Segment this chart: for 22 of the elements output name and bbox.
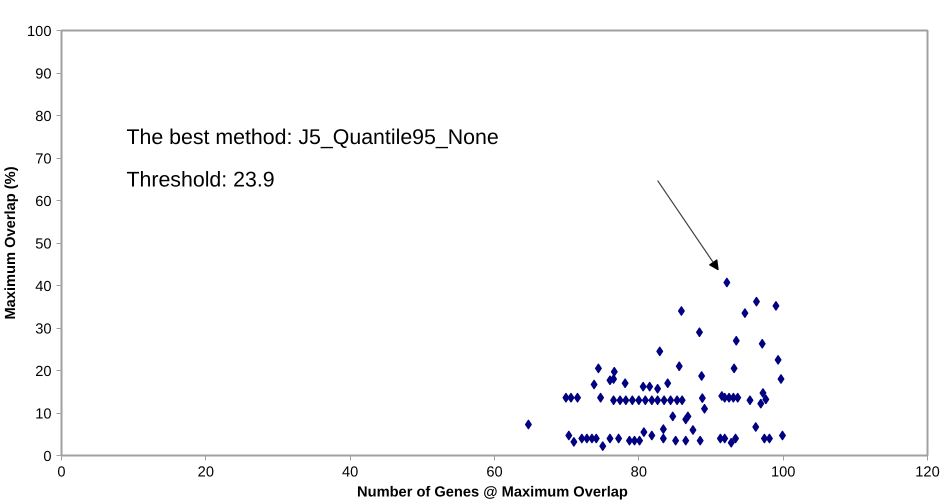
y-tick-label: 100 [27,24,52,40]
y-tick-label: 10 [35,406,52,422]
x-axis-title: Number of Genes @ Maximum Overlap [357,484,628,500]
y-tick-label: 70 [35,152,52,168]
x-tick-label: 0 [57,464,66,480]
y-tick-label: 90 [35,66,52,82]
x-tick-label: 120 [915,464,940,480]
annotation: Threshold: 23.9 [126,167,275,192]
x-tick-label: 80 [630,464,647,480]
annotation: The best method: J5_Quantile95_None [126,124,499,149]
y-tick-label: 20 [35,364,52,380]
y-tick-label: 40 [35,279,52,295]
x-tick-label: 100 [770,464,796,480]
y-tick-label: 50 [35,236,52,252]
y-tick-label: 30 [35,322,52,338]
x-tick-label: 40 [342,464,358,480]
y-tick-label: 60 [35,194,52,210]
y-axis-title: Maximum Overlap (%) [3,166,20,320]
y-tick-label: 80 [35,109,52,125]
x-tick-label: 60 [486,464,503,480]
x-tick-label: 20 [198,464,214,480]
y-tick-label: 0 [43,449,52,465]
